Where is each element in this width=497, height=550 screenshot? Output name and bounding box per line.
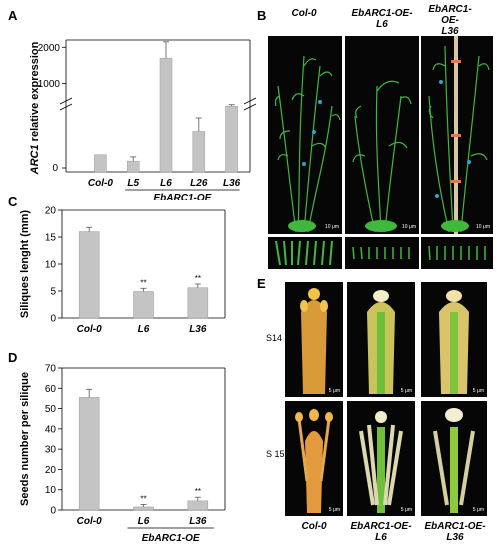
siliques-l6	[352, 246, 410, 260]
flower-s14-l36: 5 μm	[421, 282, 487, 397]
scalebar-e-6: 5 μm	[472, 507, 484, 513]
flower-s15-l36-illustration	[433, 408, 475, 513]
panel-label-c: C	[8, 194, 18, 209]
scalebar-e-5: 5 μm	[400, 507, 412, 513]
scalebar-e-2: 5 μm	[400, 388, 412, 394]
silique-strip-col0	[268, 237, 342, 269]
tick-label-d: 60	[45, 384, 57, 395]
flower-s14-l6: 5 μm	[347, 282, 415, 397]
silique-strip-l6	[345, 237, 419, 269]
bar-a-l5	[126, 160, 140, 173]
tick-label-d: 20	[45, 465, 57, 476]
bar-a-l6	[159, 57, 173, 173]
tick-label-d: 50	[45, 404, 57, 415]
panel-label-a: A	[8, 8, 18, 23]
siliques-l36	[428, 245, 486, 261]
panel-e-footer-col0: Col-0	[301, 521, 327, 532]
bar-d-col-0	[78, 397, 100, 511]
panel-e-row-s15: S 15	[266, 449, 285, 459]
flower-s15-col0: 5 μm	[285, 401, 343, 516]
photo-plant-col0: 10 μm	[268, 36, 342, 234]
plant-l36-illustration	[428, 36, 490, 234]
panel-label-d: D	[8, 350, 18, 365]
xlabel-c-l6: L6	[138, 324, 150, 335]
bar-c-l6	[133, 291, 154, 319]
plant-l6-illustration	[352, 80, 412, 233]
significance-d: **	[195, 487, 201, 496]
bar-d-l36	[187, 500, 209, 511]
scalebar-b-2: 10 μm	[402, 224, 416, 230]
scalebar-e-3: 5 μm	[472, 388, 484, 394]
tick-label-d: 70	[45, 364, 57, 375]
scalebar-b-3: 10 μm	[476, 224, 490, 230]
significance-d: **	[140, 495, 146, 504]
panel-label-b: B	[257, 8, 267, 23]
panel-e-footer-l36: EbARC1-OE- L36	[424, 521, 486, 543]
flower-s15-l6-illustration	[359, 411, 403, 513]
xlabel-a-col-0: Col-0	[88, 178, 113, 189]
tick-label-c: 0	[50, 314, 56, 325]
bar-c-l36	[187, 287, 209, 319]
flower-s15-col0-illustration	[295, 409, 333, 513]
photo-plant-l36: 10 μm	[421, 36, 493, 234]
flower-s14-col0-illustration	[300, 288, 328, 394]
group-label-d: EbARC1-OE	[142, 533, 200, 544]
tick-label-c: 20	[45, 206, 57, 217]
photo-plant-l6: 10 μm	[345, 36, 419, 234]
tick-label-c: 10	[45, 260, 57, 271]
xlabel-a-l6: L6	[160, 178, 172, 189]
bar-a-col-0	[94, 154, 107, 173]
xlabel-c-col-0: Col-0	[77, 324, 102, 335]
silique-strip-l36	[421, 237, 493, 269]
tick-label-c: 5	[50, 287, 56, 298]
flower-s14-l6-illustration	[367, 290, 395, 394]
bar-d-l6	[133, 506, 154, 511]
bar-a-l26	[192, 131, 206, 173]
xlabel-c-l36: L36	[189, 324, 207, 335]
panel-b-header-col0: Col-0	[291, 8, 317, 19]
plant-col0-illustration	[274, 55, 341, 233]
scalebar-e-1: 5 μm	[328, 388, 340, 394]
ylabel-a: ARC1 relative expression	[29, 41, 41, 175]
tick-label-c: 15	[45, 233, 57, 244]
tick-label-a-lower: 0	[52, 163, 58, 174]
significance-c: **	[140, 278, 146, 287]
tick-label-d: 40	[45, 424, 57, 435]
scalebar-b-1: 10 μm	[325, 224, 339, 230]
significance-c: **	[195, 274, 201, 283]
flower-s14-l36-illustration	[439, 290, 469, 394]
bar-c-col-0	[78, 231, 100, 319]
xlabel-a-l36: L36	[223, 178, 241, 189]
panel-label-e: E	[257, 276, 266, 291]
ylabel-d: Seeds number per silique	[19, 372, 31, 506]
xlabel-d-col-0: Col-0	[77, 516, 102, 527]
panel-b-header-l6: EbARC1-OE- L6	[351, 8, 413, 30]
panel-e-footer-l6: EbARC1-OE- L6	[350, 521, 412, 543]
xlabel-a-l5: L5	[127, 178, 139, 189]
bar-a-l36	[225, 105, 238, 173]
chart-a: 1000 2000 0 ARC1 relative expression Col-0 L5…	[29, 39, 257, 200]
flower-s15-l36: 5 μm	[421, 401, 487, 516]
tick-label-d: 30	[45, 445, 57, 456]
axis-a-break-right	[243, 97, 257, 111]
scalebar-e-4: 5 μm	[328, 507, 340, 513]
axis-a-break-left	[59, 97, 73, 111]
panel-b-header-l36: EbARC1-OE- L36	[428, 4, 472, 37]
ylabel-c: Siliques lenght (mm)	[19, 210, 31, 319]
xlabel-d-l6: L6	[138, 516, 150, 527]
xlabel-a-l26: L26	[190, 178, 208, 189]
tick-label-a-upper: 2000	[38, 43, 61, 54]
tick-label-d: 10	[45, 485, 57, 496]
tick-label-a-upper: 1000	[38, 79, 61, 90]
xlabel-d-l36: L36	[189, 516, 207, 527]
group-label-a: EbARC1-OE	[154, 193, 212, 200]
flower-s14-col0: 5 μm	[285, 282, 343, 397]
flower-s15-l6: 5 μm	[347, 401, 415, 516]
chart-c: 0 5 10 15 20 Siliques lenght (mm) Col-0 ** L6 ** L…	[19, 206, 226, 335]
panel-e-row-s14: S14	[266, 333, 283, 343]
chart-d: 0 10 20 30 40 50 60 70 Seeds number per silique C…	[19, 364, 226, 544]
tick-label-d: 0	[50, 506, 56, 517]
siliques-col0	[275, 240, 333, 266]
